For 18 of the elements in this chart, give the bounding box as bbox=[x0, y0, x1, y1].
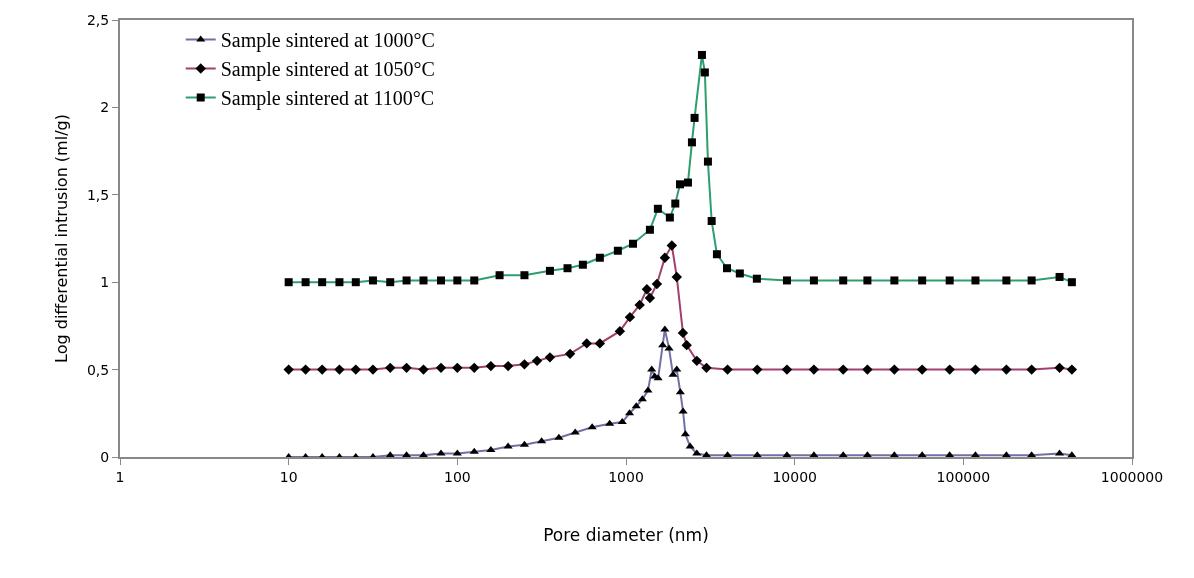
x-tick-label: 1000 bbox=[608, 468, 644, 485]
y-tick-label: 0,5 bbox=[86, 361, 110, 378]
x-axis-title: Pore diameter (nm) bbox=[543, 524, 709, 545]
y-tick-label: 0 bbox=[100, 448, 110, 465]
x-tick-label: 1 bbox=[115, 468, 125, 485]
x-tick-label: 1000000 bbox=[1100, 468, 1164, 485]
legend-label: Sample sintered at 1050°C bbox=[220, 58, 435, 82]
legend-label: Sample sintered at 1100°C bbox=[220, 87, 435, 111]
x-tick-label: 100000 bbox=[936, 468, 991, 485]
legend-label: Sample sintered at 1000°C bbox=[220, 29, 435, 53]
y-axis-title: Log differential intrusion (ml/g) bbox=[52, 114, 72, 363]
y-tick-label: 1,5 bbox=[86, 186, 110, 203]
x-tick-label: 10000 bbox=[772, 468, 817, 485]
x-tick-label: 100 bbox=[443, 468, 471, 485]
x-tick-label: 10 bbox=[279, 468, 298, 485]
y-tick-label: 2,5 bbox=[86, 11, 110, 28]
y-tick-label: 2 bbox=[100, 99, 110, 116]
y-tick-label: 1 bbox=[100, 274, 110, 291]
